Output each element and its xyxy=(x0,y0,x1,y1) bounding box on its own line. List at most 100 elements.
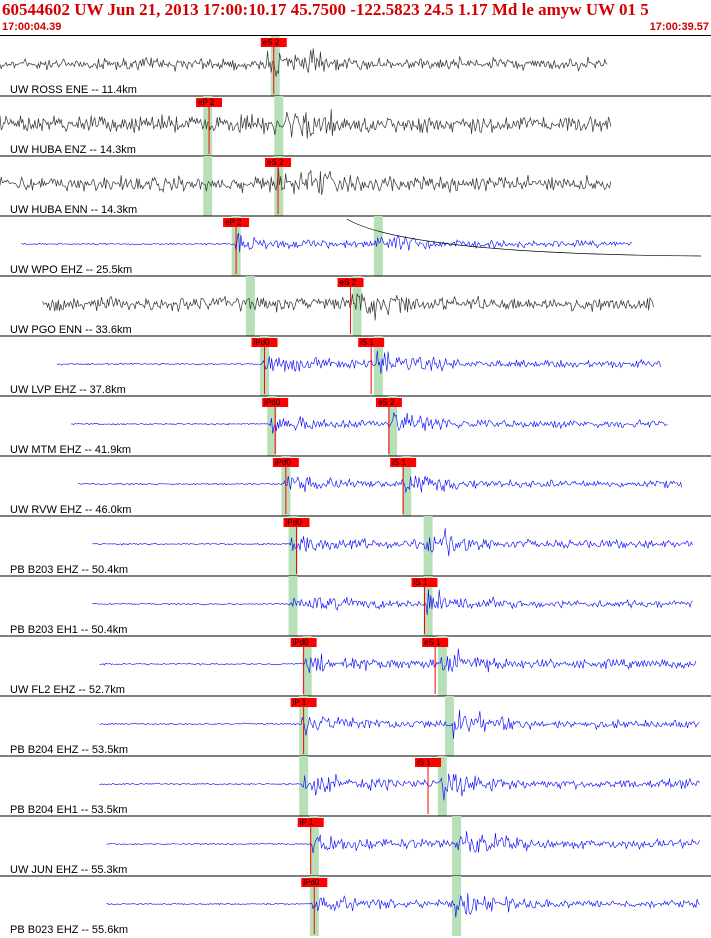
s-pick-flag-box[interactable] xyxy=(358,338,385,347)
station-label: UW RVW EHZ -- 46.0km xyxy=(10,504,131,516)
s-pick-window xyxy=(373,336,383,396)
trace-row[interactable]: iPd0 eS 2 UW MTM EHZ -- 41.9km xyxy=(0,396,711,457)
p-pick-flag-box[interactable] xyxy=(272,458,299,467)
station-label: PB B023 EHZ -- 55.6km xyxy=(10,924,128,936)
waveform xyxy=(0,48,608,77)
p-pick-flag-box[interactable] xyxy=(290,698,317,707)
s-pick-window xyxy=(444,696,454,756)
s-pick-flag-label: iS 1 xyxy=(417,758,431,767)
p-pick-flag-label: iPd0 xyxy=(275,458,292,467)
trace-row[interactable]: eS 2 UW ROSS ENE -- 11.4km xyxy=(0,36,711,97)
waveform xyxy=(56,350,661,374)
p-pick-window xyxy=(245,276,255,336)
station-label: UW PGO ENN -- 33.6km xyxy=(10,324,132,336)
s-pick-flag-box[interactable] xyxy=(265,158,292,167)
waveform xyxy=(0,109,612,139)
trace-row[interactable]: eS 2 UW PGO ENN -- 33.6km xyxy=(0,276,711,337)
s-pick-window xyxy=(423,516,433,576)
trace-row[interactable]: eP 2 UW WPO EHZ -- 25.5km xyxy=(0,216,711,277)
s-pick-window xyxy=(270,36,280,96)
coda-curve xyxy=(346,218,702,257)
waveform xyxy=(106,893,700,918)
p-pick-flag-box[interactable] xyxy=(196,98,223,107)
p-pick-flag-label: iPd0 xyxy=(286,518,303,527)
p-pick-flag-box[interactable] xyxy=(301,878,328,887)
trace-row[interactable]: iPd0 PB B023 EHZ -- 55.6km xyxy=(10,876,700,936)
s-pick-window xyxy=(274,156,284,216)
s-pick-flag-label: eS 2 xyxy=(263,38,280,47)
waveform xyxy=(92,528,693,557)
p-pick-flag-box[interactable] xyxy=(290,638,317,647)
p-pick-flag-box[interactable] xyxy=(262,398,289,407)
s-pick-window xyxy=(352,276,362,336)
p-pick-flag-box[interactable] xyxy=(223,218,250,227)
station-label: PB B203 EH1 -- 50.4km xyxy=(10,624,127,636)
trace-row[interactable]: iP 1 UW JUN EHZ -- 55.3km xyxy=(0,816,711,877)
p-pick-flag-label: iPd0 xyxy=(303,878,320,887)
window-end-time: 17:00:39.57 xyxy=(649,21,709,33)
waveform xyxy=(99,709,700,740)
s-pick-flag-box[interactable] xyxy=(422,638,449,647)
s-pick-window xyxy=(423,576,433,636)
trace-row[interactable]: eP 2 UW HUBA ENZ -- 14.3km xyxy=(0,96,711,157)
s-pick-flag-label: iS 1 xyxy=(360,338,374,347)
s-pick-flag-box[interactable] xyxy=(415,758,442,767)
s-pick-flag-label: eS 1 xyxy=(424,638,441,647)
event-header: 60544602 UW Jun 21, 2013 17:00:10.17 45.… xyxy=(0,0,711,36)
station-label: UW JUN EHZ -- 55.3km xyxy=(10,864,127,876)
station-label: PB B204 EHZ -- 53.5km xyxy=(10,744,128,756)
s-pick-flag-box[interactable] xyxy=(337,278,364,287)
s-pick-window xyxy=(274,96,284,156)
station-label: PB B204 EH1 -- 53.5km xyxy=(10,804,127,816)
s-pick-flag-label: eS 2 xyxy=(340,278,357,287)
waveform xyxy=(71,412,668,434)
trace-row[interactable]: iPd0 eS 1 UW FL2 EHZ -- 52.7km xyxy=(0,636,711,697)
p-pick-flag-box[interactable] xyxy=(251,338,278,347)
s-pick-window xyxy=(452,816,462,876)
p-pick-flag-box[interactable] xyxy=(283,518,310,527)
station-label: UW HUBA ENN -- 14.3km xyxy=(10,204,137,216)
station-label: UW HUBA ENZ -- 14.3km xyxy=(10,144,136,156)
waveform xyxy=(99,648,697,673)
s-pick-flag-label: iS 1 xyxy=(413,578,427,587)
station-label: PB B203 EHZ -- 50.4km xyxy=(10,564,128,576)
p-pick-flag-label: eP 2 xyxy=(225,218,242,227)
s-pick-flag-label: eS 2 xyxy=(378,398,395,407)
s-pick-flag-box[interactable] xyxy=(390,458,417,467)
s-pick-window xyxy=(402,456,412,516)
waveform-panel[interactable]: eS 2 UW ROSS ENE -- 11.4km eP 2 UW HUBA ENZ… xyxy=(0,36,711,938)
p-pick-flag-label: iP 1 xyxy=(300,818,314,827)
p-pick-flag-label: iPd0 xyxy=(264,398,281,407)
waveform xyxy=(0,167,612,195)
station-label: UW FL2 EHZ -- 52.7km xyxy=(10,684,125,696)
p-pick-window xyxy=(203,96,213,156)
trace-row[interactable]: iPd0 PB B203 EHZ -- 50.4km xyxy=(0,516,711,577)
p-pick-flag-label: eP 2 xyxy=(198,98,215,107)
window-start-time: 17:00:04.39 xyxy=(2,21,62,33)
waveform xyxy=(78,475,683,493)
s-pick-flag-box[interactable] xyxy=(411,578,438,587)
trace-row[interactable]: eS 2 UW HUBA ENN -- 14.3km xyxy=(0,156,711,217)
station-label: UW WPO EHZ -- 25.5km xyxy=(10,264,132,276)
s-pick-flag-box[interactable] xyxy=(260,38,287,47)
s-pick-flag-label: eS 2 xyxy=(267,158,284,167)
s-pick-window xyxy=(388,396,398,456)
s-pick-flag-box[interactable] xyxy=(375,398,402,407)
event-title: 60544602 UW Jun 21, 2013 17:00:10.17 45.… xyxy=(2,0,649,19)
station-label: UW MTM EHZ -- 41.9km xyxy=(10,444,131,456)
waveform xyxy=(99,773,700,801)
trace-row[interactable]: iPd0 iS 1 UW RVW EHZ -- 46.0km xyxy=(0,456,711,517)
trace-row[interactable]: iPd0 iS 1 UW LVP EHZ -- 37.8km xyxy=(0,336,711,397)
waveform xyxy=(42,293,654,321)
trace-row[interactable]: iS 1 PB B204 EH1 -- 53.5km xyxy=(0,756,711,817)
s-pick-window xyxy=(452,876,462,936)
trace-row[interactable]: iS 1 PB B203 EH1 -- 50.4km xyxy=(0,576,711,637)
waveform xyxy=(92,589,693,615)
p-pick-flag-box[interactable] xyxy=(297,818,324,827)
p-pick-window xyxy=(267,396,277,456)
p-pick-window xyxy=(288,516,298,576)
trace-row[interactable]: iP 1 PB B204 EHZ -- 53.5km xyxy=(0,696,711,757)
p-pick-flag-label: iPd0 xyxy=(293,638,310,647)
p-pick-flag-label: iP 1 xyxy=(293,698,307,707)
